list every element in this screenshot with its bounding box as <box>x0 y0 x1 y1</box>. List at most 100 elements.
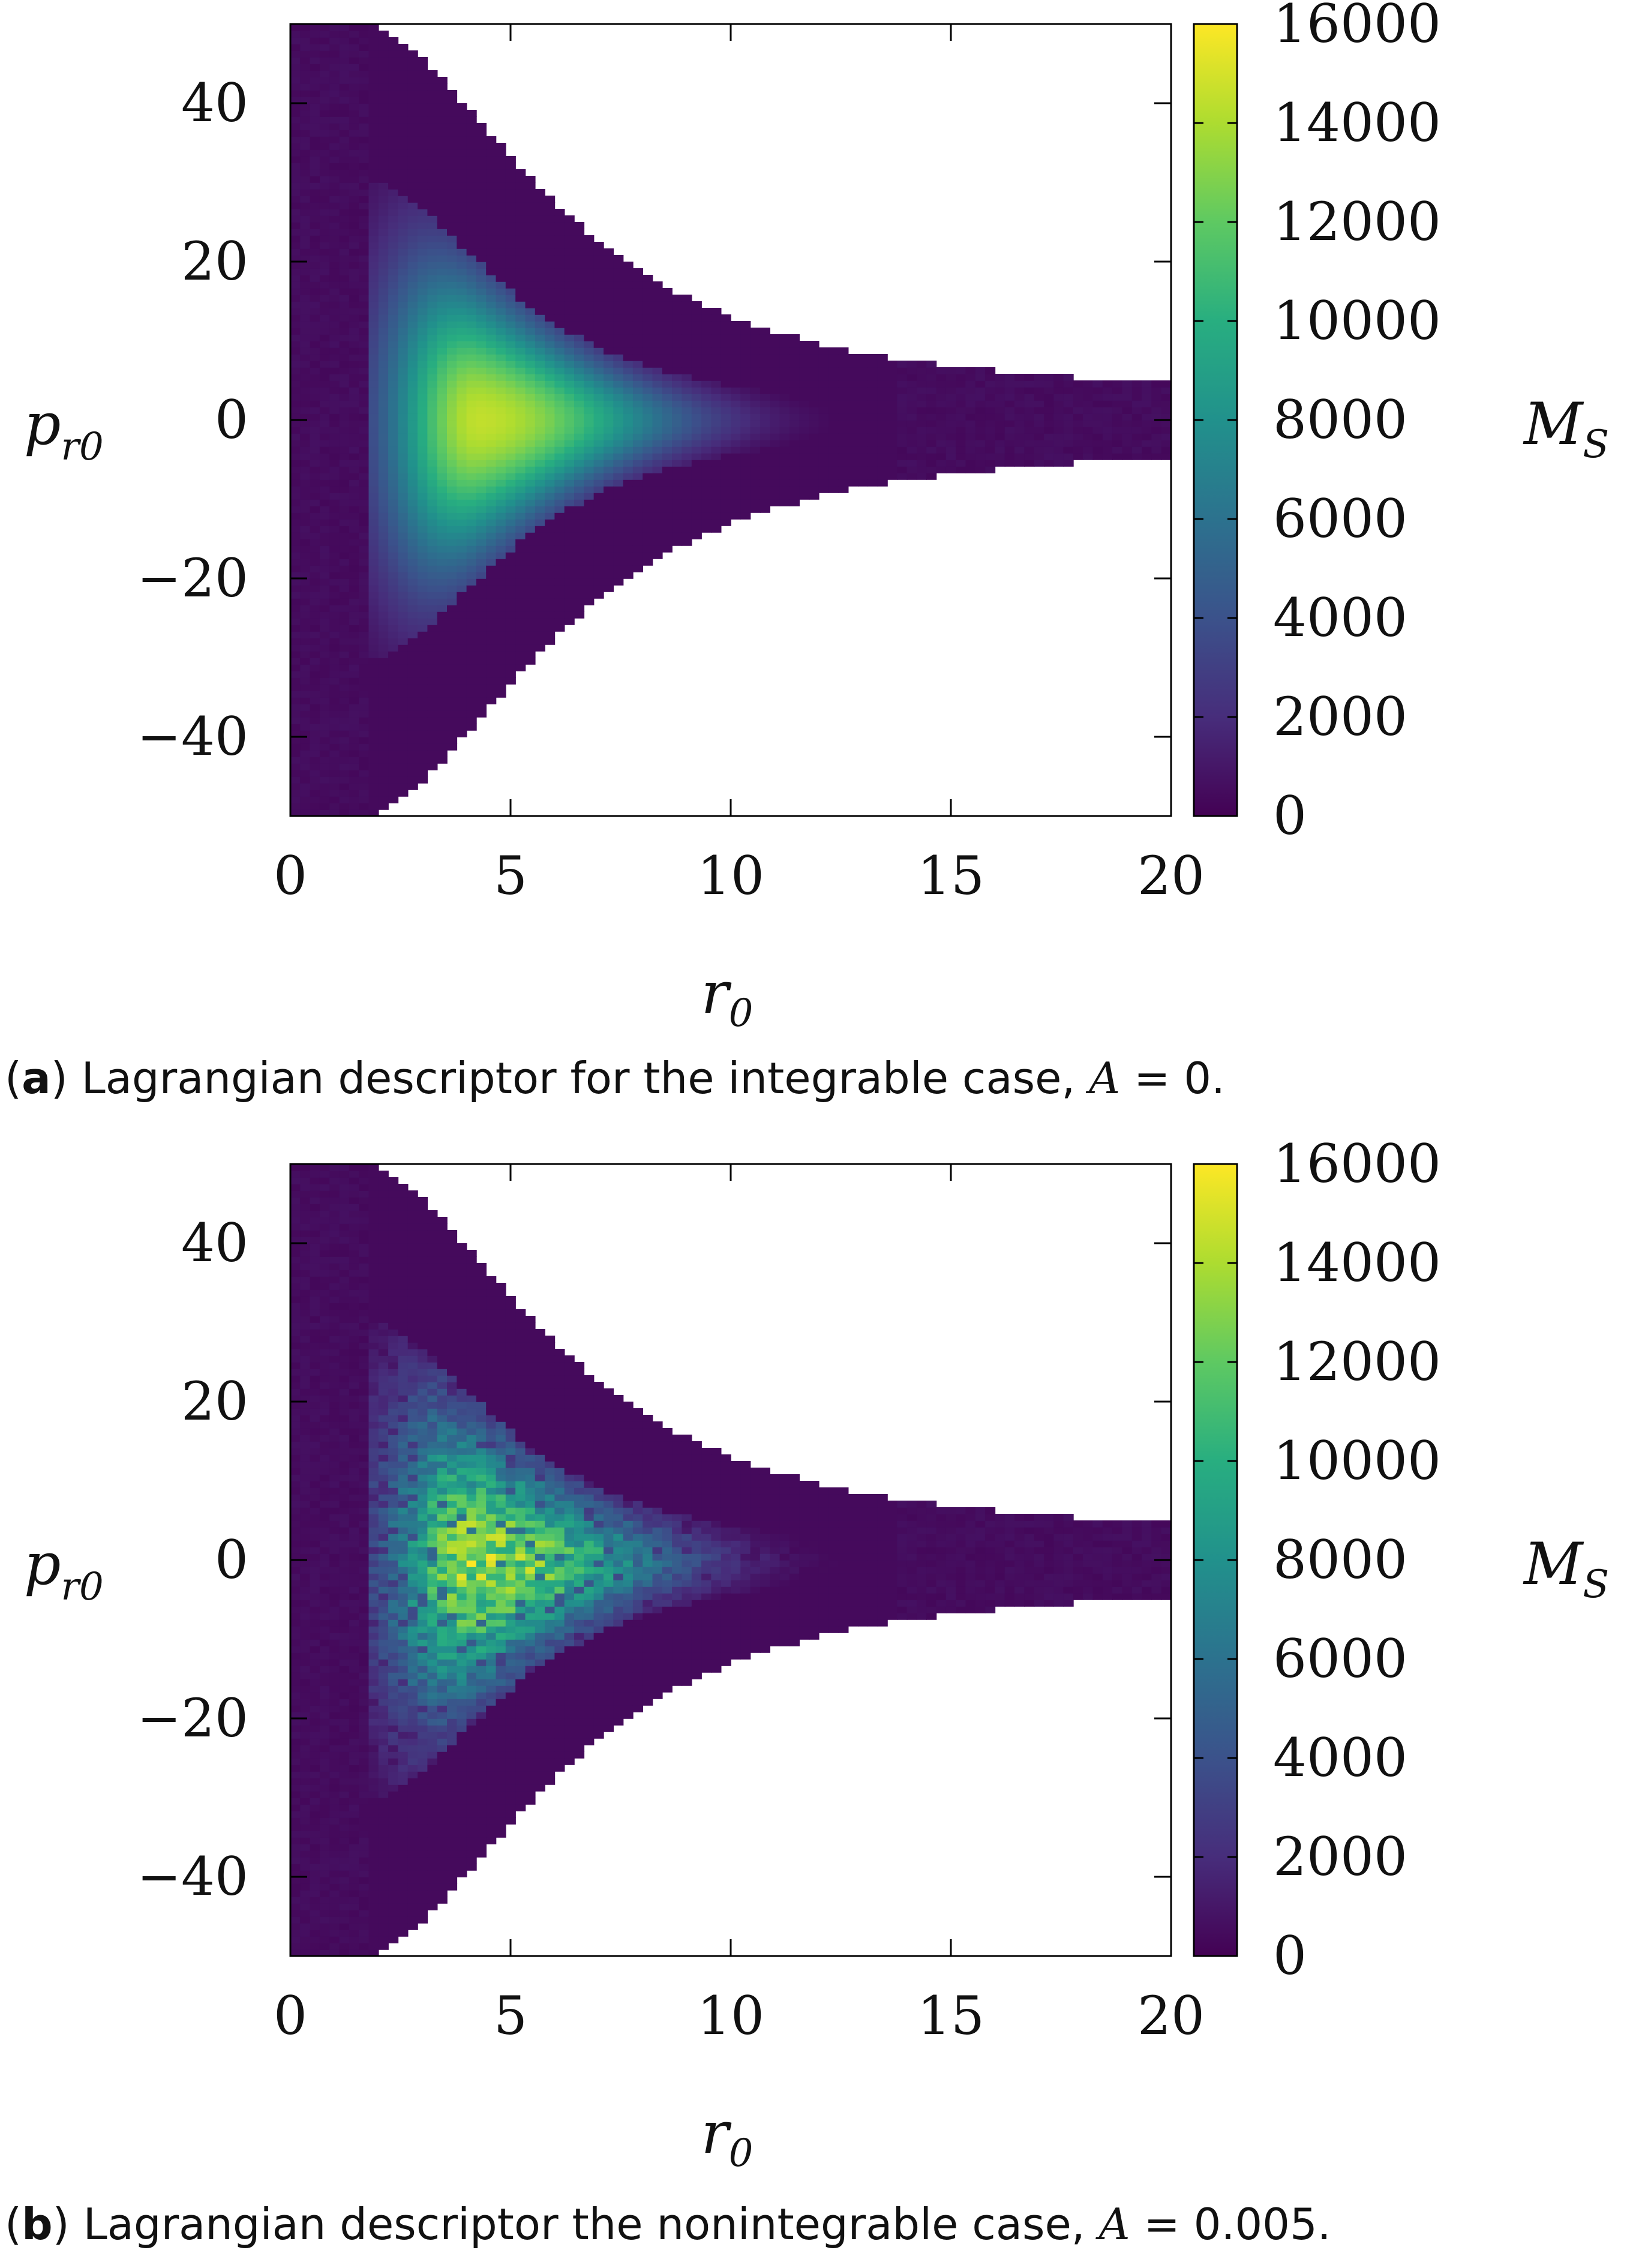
heatmap-cell <box>995 427 1005 434</box>
heatmap-cell <box>643 453 653 460</box>
heatmap-cell <box>486 215 496 223</box>
heatmap-cell <box>457 156 467 163</box>
heatmap-cell <box>408 506 418 513</box>
heatmap-cell <box>545 565 555 572</box>
heatmap-cell <box>545 367 555 374</box>
heatmap-cell <box>320 97 330 104</box>
heatmap-cell <box>329 1791 340 1798</box>
heatmap-cell <box>310 466 320 473</box>
heatmap-cell <box>535 618 545 625</box>
heatmap-cell <box>643 559 653 566</box>
heatmap-cell <box>379 262 389 269</box>
heatmap-cell <box>310 750 320 757</box>
heatmap-cell <box>447 446 457 454</box>
heatmap-cell <box>300 1751 310 1759</box>
heatmap-cell <box>584 466 594 473</box>
heatmap-cell <box>1064 374 1074 381</box>
heatmap-cell <box>290 1844 301 1851</box>
heatmap-cell <box>584 552 594 559</box>
heatmap-cell <box>379 486 389 493</box>
heatmap-cell <box>340 103 350 110</box>
heatmap-cell <box>388 394 398 401</box>
heatmap-cell <box>300 618 310 625</box>
heatmap-cell <box>329 242 340 249</box>
heatmap-cell <box>320 407 330 414</box>
heatmap-cell <box>369 341 379 348</box>
heatmap-cell <box>447 585 457 592</box>
heatmap-cell <box>936 387 947 394</box>
heatmap-cell <box>418 512 428 520</box>
heatmap-cell <box>349 57 359 64</box>
heatmap-cell <box>917 374 927 381</box>
heatmap-cell <box>653 400 663 407</box>
heatmap-cell <box>427 413 437 421</box>
heatmap-cell <box>408 776 418 784</box>
heatmap-cell <box>300 1732 310 1739</box>
heatmap-cell <box>329 479 340 487</box>
heatmap-cell <box>320 526 330 533</box>
heatmap-cell <box>535 545 545 553</box>
heatmap-cell <box>476 460 487 467</box>
heatmap-cell <box>379 473 389 480</box>
heatmap-cell <box>379 512 389 520</box>
heatmap-cell <box>329 1811 340 1818</box>
heatmap-cell <box>604 453 614 460</box>
heatmap-cell <box>388 374 398 381</box>
heatmap-cell <box>506 625 516 632</box>
heatmap-cell <box>379 110 389 117</box>
heatmap-cell <box>858 420 868 427</box>
heatmap-cell <box>515 341 526 348</box>
heatmap-cell <box>349 684 359 691</box>
heatmap-cell <box>799 427 809 434</box>
heatmap-cell <box>310 163 320 170</box>
heatmap-cell <box>506 427 516 434</box>
heatmap-cell <box>496 499 506 506</box>
heatmap-cell <box>1083 407 1093 414</box>
heatmap-cell <box>290 605 301 612</box>
heatmap-cell <box>447 460 457 467</box>
heatmap-cell <box>310 380 320 388</box>
heatmap-cell <box>379 248 389 256</box>
heatmap-cell <box>721 374 731 381</box>
heatmap-cell <box>545 427 555 434</box>
heatmap-cell <box>320 1230 330 1237</box>
heatmap-cell <box>926 466 936 473</box>
heatmap-cell <box>604 268 614 275</box>
heatmap-cell <box>554 295 565 302</box>
heatmap-cell <box>408 757 418 764</box>
heatmap-cell <box>320 1619 330 1627</box>
heatmap-cell <box>408 743 418 751</box>
heatmap-cell <box>692 334 702 341</box>
heatmap-cell <box>349 644 359 652</box>
heatmap-cell <box>369 598 379 605</box>
heatmap-cell <box>457 724 467 731</box>
heatmap-cell <box>476 519 487 526</box>
heatmap-cell <box>799 400 809 407</box>
heatmap-cell <box>427 242 437 249</box>
heatmap-cell <box>574 248 584 256</box>
heatmap-cell <box>290 1811 301 1818</box>
heatmap-cell <box>975 400 986 407</box>
heatmap-cell <box>398 314 408 322</box>
heatmap-cell <box>887 453 897 460</box>
heatmap-cell <box>359 314 369 322</box>
heatmap-cell <box>408 413 418 421</box>
heatmap-cell <box>388 572 398 579</box>
heatmap-cell <box>369 163 379 170</box>
heatmap-cell <box>565 519 575 526</box>
heatmap-cell <box>496 196 506 203</box>
heatmap-cell <box>369 268 379 275</box>
heatmap-cell <box>329 1897 340 1904</box>
heatmap-cell <box>633 268 643 275</box>
heatmap-cell <box>467 473 477 480</box>
heatmap-cell <box>437 651 448 658</box>
heatmap-cell <box>437 710 448 718</box>
heatmap-cell <box>574 334 584 341</box>
heatmap-cell <box>887 380 897 388</box>
heatmap-cell <box>828 361 839 368</box>
heatmap-cell <box>310 209 320 216</box>
heatmap-cell <box>447 143 457 150</box>
heatmap-cell <box>486 248 496 256</box>
heatmap-cell <box>554 486 565 493</box>
heatmap-cell <box>290 1520 301 1528</box>
